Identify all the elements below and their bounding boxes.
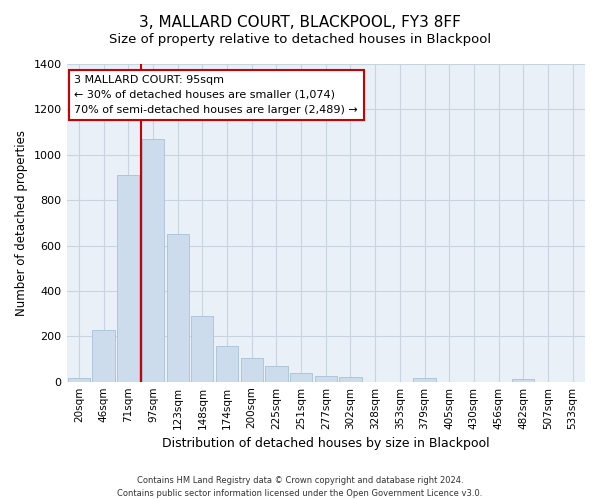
Text: Size of property relative to detached houses in Blackpool: Size of property relative to detached ho… xyxy=(109,32,491,46)
Bar xyxy=(265,366,287,382)
Bar xyxy=(68,378,90,382)
Bar xyxy=(241,358,263,382)
Text: Contains HM Land Registry data © Crown copyright and database right 2024.
Contai: Contains HM Land Registry data © Crown c… xyxy=(118,476,482,498)
Bar xyxy=(216,346,238,382)
Bar xyxy=(340,377,362,382)
Bar xyxy=(92,330,115,382)
X-axis label: Distribution of detached houses by size in Blackpool: Distribution of detached houses by size … xyxy=(162,437,490,450)
Bar xyxy=(191,316,214,382)
Bar xyxy=(314,376,337,382)
Y-axis label: Number of detached properties: Number of detached properties xyxy=(15,130,28,316)
Bar xyxy=(167,234,189,382)
Text: 3 MALLARD COURT: 95sqm
← 30% of detached houses are smaller (1,074)
70% of semi-: 3 MALLARD COURT: 95sqm ← 30% of detached… xyxy=(74,75,358,114)
Bar xyxy=(413,378,436,382)
Bar xyxy=(142,139,164,382)
Bar xyxy=(512,380,535,382)
Bar xyxy=(290,372,312,382)
Bar xyxy=(117,175,139,382)
Text: 3, MALLARD COURT, BLACKPOOL, FY3 8FF: 3, MALLARD COURT, BLACKPOOL, FY3 8FF xyxy=(139,15,461,30)
